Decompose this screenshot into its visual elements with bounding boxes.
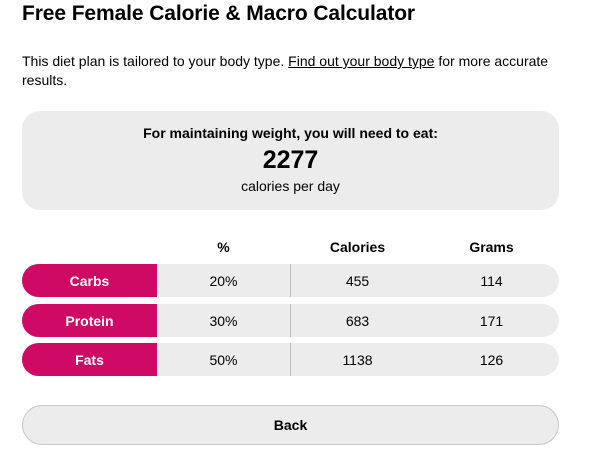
macro-calories: 683 <box>345 312 370 329</box>
column-divider <box>290 264 291 297</box>
daily-calories-value: 2277 <box>262 146 319 174</box>
macro-calories: 1138 <box>342 351 373 368</box>
intro-text: This diet plan is tailored to your body … <box>22 52 567 90</box>
page-title: Free Female Calorie & Macro Calculator <box>22 2 416 25</box>
macro-percent: 50% <box>209 351 238 368</box>
macro-name: Protein <box>22 304 157 337</box>
calorie-summary-panel: For maintaining weight, you will need to… <box>22 111 559 210</box>
intro-text-before: This diet plan is tailored to your body … <box>22 53 289 69</box>
macro-row-fats: Fats 50% 1138 126 <box>22 343 559 376</box>
column-divider <box>290 304 291 337</box>
macro-row-carbs: Carbs 20% 455 114 <box>22 264 559 297</box>
header-grams: Grams <box>469 239 514 255</box>
daily-calories-unit: calories per day <box>241 178 340 194</box>
macro-name: Fats <box>22 343 157 376</box>
header-percent: % <box>217 239 230 255</box>
intro-text-after: for more accurate results. <box>22 53 549 88</box>
macro-calories: 455 <box>345 272 370 289</box>
macro-percent: 20% <box>209 272 238 289</box>
macro-grams: 114 <box>480 272 503 289</box>
macro-row-protein: Protein 30% 683 171 <box>22 304 559 337</box>
body-type-link[interactable]: Find out your body type <box>288 53 435 69</box>
summary-lead: For maintaining weight, you will need to… <box>143 125 438 141</box>
back-button[interactable]: Back <box>22 405 559 445</box>
macro-percent: 30% <box>209 312 238 329</box>
header-calories: Calories <box>329 239 386 255</box>
macro-name: Carbs <box>22 264 157 297</box>
macro-table-header: % Calories Grams <box>0 239 600 257</box>
macro-grams: 171 <box>479 312 504 329</box>
column-divider <box>290 343 291 376</box>
macro-grams: 126 <box>479 351 504 368</box>
